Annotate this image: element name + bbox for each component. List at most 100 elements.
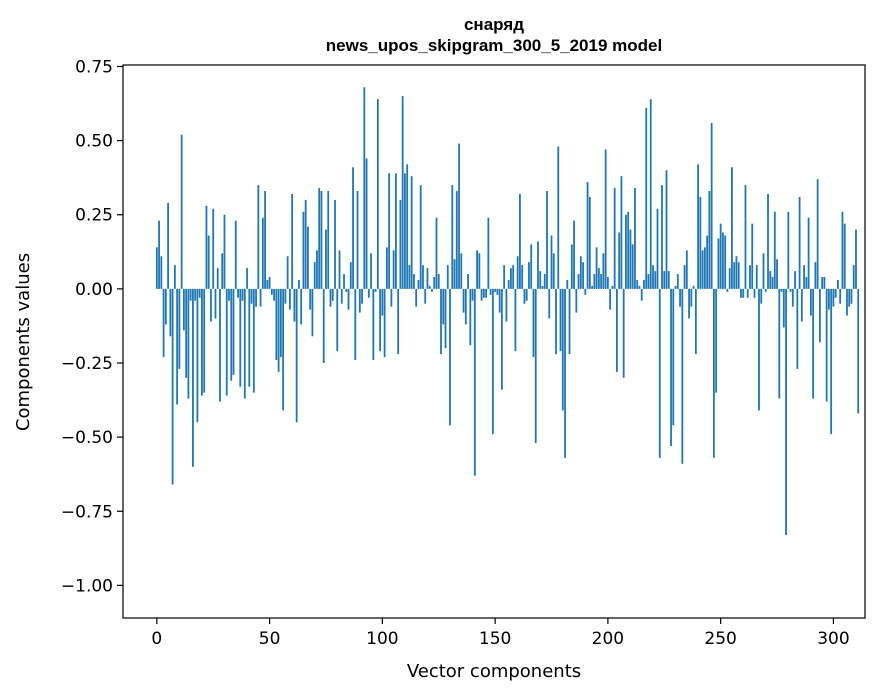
bar-11 bbox=[180, 134, 183, 289]
bar-169 bbox=[537, 241, 539, 289]
bar-247 bbox=[712, 288, 715, 458]
bar-152 bbox=[498, 288, 501, 313]
bar-36 bbox=[237, 288, 239, 298]
bar-14 bbox=[187, 288, 190, 399]
bar-266 bbox=[755, 265, 758, 289]
bar-101 bbox=[383, 288, 386, 358]
bar-32 bbox=[228, 288, 230, 301]
bar-235 bbox=[685, 250, 688, 289]
bar-258 bbox=[737, 262, 740, 289]
bar-289 bbox=[807, 217, 810, 289]
x-axis-label: Vector components bbox=[407, 661, 581, 682]
bar-223 bbox=[658, 288, 661, 458]
bar-241 bbox=[699, 196, 702, 289]
bar-250 bbox=[719, 223, 722, 289]
bar-55 bbox=[279, 288, 282, 358]
x-tick-label: 0 bbox=[151, 629, 162, 649]
bar-130 bbox=[449, 288, 451, 426]
bar-123 bbox=[433, 277, 436, 289]
bar-257 bbox=[735, 256, 738, 289]
bar-28 bbox=[219, 288, 221, 402]
bar-42 bbox=[250, 288, 253, 304]
y-tick-label: 0.00 bbox=[75, 280, 113, 300]
bar-302 bbox=[837, 279, 839, 289]
bar-270 bbox=[764, 288, 767, 292]
bar-108 bbox=[399, 199, 402, 289]
bar-283 bbox=[794, 271, 796, 289]
bar-293 bbox=[816, 179, 819, 289]
bar-118 bbox=[422, 265, 424, 289]
bar-221 bbox=[654, 271, 657, 289]
bar-264 bbox=[751, 223, 754, 289]
y-tick-label: 0.25 bbox=[75, 206, 113, 226]
ticks-group: 0 50 100 150 200 250 300 0.75 0.50 0.25 0.00 −0.25 −… bbox=[61, 57, 850, 649]
bar-178 bbox=[557, 146, 560, 289]
bar-129 bbox=[446, 265, 449, 289]
bar-64 bbox=[300, 288, 303, 325]
bar-280 bbox=[787, 211, 790, 289]
bar-65 bbox=[302, 211, 305, 289]
plot-frame bbox=[122, 64, 866, 619]
bar-288 bbox=[805, 277, 808, 289]
bar-251 bbox=[722, 232, 724, 289]
bar-73 bbox=[320, 191, 323, 289]
bar-47 bbox=[261, 217, 264, 289]
bar-34 bbox=[232, 288, 235, 375]
bar-299 bbox=[830, 288, 833, 435]
bar-58 bbox=[286, 256, 289, 289]
bar-95 bbox=[370, 253, 372, 289]
bar-37 bbox=[239, 288, 242, 387]
bar-231 bbox=[676, 274, 679, 289]
bar-60 bbox=[291, 193, 294, 289]
bar-27 bbox=[216, 268, 219, 289]
bar-253 bbox=[726, 288, 729, 292]
bar-187 bbox=[577, 274, 580, 289]
bar-290 bbox=[809, 288, 812, 316]
bar-33 bbox=[230, 288, 233, 381]
bar-82 bbox=[340, 288, 343, 304]
bar-237 bbox=[690, 288, 693, 307]
bar-229 bbox=[672, 288, 675, 426]
bar-245 bbox=[708, 191, 711, 289]
bar-307 bbox=[848, 288, 851, 307]
bar-84 bbox=[345, 288, 348, 292]
bar-23 bbox=[207, 235, 210, 289]
bar-151 bbox=[496, 288, 499, 295]
bar-53 bbox=[275, 288, 278, 361]
bar-50 bbox=[268, 277, 271, 289]
bar-122 bbox=[431, 288, 433, 292]
bar-285 bbox=[798, 196, 801, 289]
bar-234 bbox=[683, 265, 686, 289]
bar-9 bbox=[176, 288, 179, 405]
bar-117 bbox=[419, 185, 422, 289]
bar-164 bbox=[525, 288, 528, 301]
bar-170 bbox=[539, 271, 542, 289]
bars-group bbox=[155, 87, 860, 535]
bar-182 bbox=[566, 279, 569, 289]
bar-193 bbox=[591, 285, 593, 289]
bar-87 bbox=[352, 167, 354, 289]
bar-276 bbox=[778, 288, 781, 399]
bar-29 bbox=[221, 253, 224, 289]
bar-277 bbox=[780, 288, 783, 292]
x-tick-label: 100 bbox=[366, 629, 398, 649]
bar-200 bbox=[606, 277, 609, 289]
bar-248 bbox=[715, 288, 718, 393]
bar-16 bbox=[192, 288, 194, 467]
bar-183 bbox=[568, 288, 571, 355]
bar-201 bbox=[609, 288, 612, 310]
bar-227 bbox=[667, 271, 670, 289]
bar-77 bbox=[329, 288, 332, 307]
bar-215 bbox=[640, 288, 643, 301]
bar-106 bbox=[394, 173, 397, 289]
bar-296 bbox=[823, 277, 826, 289]
bar-100 bbox=[381, 288, 384, 316]
bar-115 bbox=[415, 288, 418, 307]
bar-291 bbox=[812, 288, 815, 399]
bar-103 bbox=[388, 173, 391, 289]
bar-76 bbox=[327, 191, 330, 289]
bar-176 bbox=[552, 253, 555, 289]
bar-92 bbox=[363, 87, 366, 289]
